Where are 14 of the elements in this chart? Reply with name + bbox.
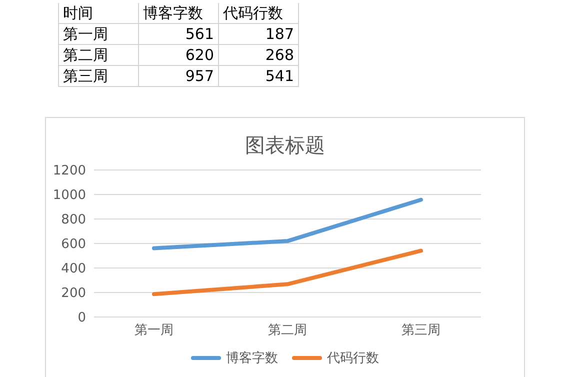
legend-label: 博客字数 <box>226 350 278 367</box>
chart-title: 图表标题 <box>244 132 326 159</box>
y-tick-label: 800 <box>61 212 86 228</box>
x-tick-label: 第一周 <box>134 323 174 338</box>
x-tick-label: 第二周 <box>268 323 307 338</box>
data-table: 时间 博客字数 代码行数 第一周 561 187 第二周 620 268 第三周 957 541 <box>58 3 299 87</box>
y-tick-label: 1200 <box>52 164 86 179</box>
x-tick-label: 第三周 <box>402 323 440 338</box>
y-tick-label: 200 <box>61 286 86 302</box>
y-tick-label: 1000 <box>52 188 86 204</box>
legend-label: 代码行数 <box>327 350 379 367</box>
y-tick-label: 400 <box>61 262 86 277</box>
y-tick-label: 0 <box>78 310 86 326</box>
y-tick-label: 600 <box>61 237 86 252</box>
